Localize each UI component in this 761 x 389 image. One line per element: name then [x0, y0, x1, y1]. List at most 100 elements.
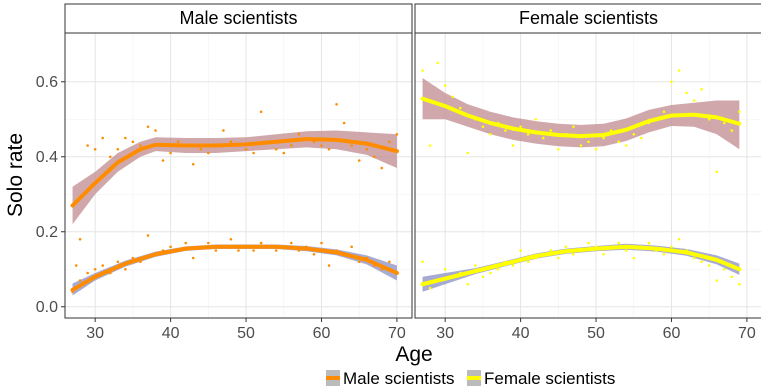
data-point — [237, 249, 240, 252]
data-point — [685, 91, 688, 95]
data-point — [169, 245, 172, 249]
data-point — [274, 249, 278, 252]
data-point — [290, 144, 293, 147]
data-point — [557, 256, 560, 260]
data-point — [78, 237, 82, 241]
data-point — [466, 282, 470, 286]
data-point — [139, 144, 142, 147]
series-lower — [420, 237, 742, 292]
data-point — [474, 264, 477, 267]
panel-strip — [64, 3, 413, 34]
data-point — [116, 147, 120, 151]
confidence-band — [422, 78, 740, 150]
x-tick-label: 50 — [237, 325, 255, 342]
data-point — [131, 256, 135, 260]
data-point — [207, 241, 210, 245]
confidence-band — [72, 244, 397, 296]
gridlines — [65, 33, 412, 318]
data-point — [458, 106, 462, 110]
data-point — [541, 136, 545, 140]
data-point — [738, 282, 741, 286]
panels: Male scientists 30 40 50 60 70 0.0 0.2 0.4 0.6 Fem… — [36, 3, 761, 342]
data-point — [587, 140, 590, 144]
x-tick-label: 40 — [162, 325, 180, 342]
data-point — [335, 102, 338, 106]
panel-female: Female scientists 30 40 50 60 70 — [414, 3, 761, 342]
data-point — [108, 155, 112, 159]
data-point — [93, 267, 97, 271]
y-tick-label: 0.6 — [36, 74, 58, 91]
series-upper — [70, 102, 399, 241]
data-point — [692, 256, 696, 260]
data-point — [451, 95, 455, 99]
data-point — [388, 140, 391, 144]
data-point — [594, 147, 598, 151]
smooth-line — [70, 137, 399, 208]
x-tick-label: 70 — [738, 325, 756, 342]
data-point — [428, 286, 432, 290]
data-point — [290, 241, 293, 245]
data-point — [534, 117, 537, 121]
data-point — [350, 245, 353, 249]
data-point — [222, 129, 225, 132]
data-point — [526, 260, 530, 264]
data-point — [274, 147, 278, 151]
data-point — [662, 110, 666, 114]
panel-background — [65, 33, 412, 318]
data-point — [572, 125, 575, 129]
panel-male: Male scientists 30 40 50 60 70 0.0 0.2 0.4 0.6 — [36, 3, 413, 342]
data-point — [350, 144, 353, 147]
data-point — [252, 249, 255, 252]
data-point — [428, 144, 432, 147]
data-point — [357, 159, 361, 162]
data-point — [526, 132, 530, 136]
data-point — [715, 279, 719, 282]
data-point — [632, 132, 636, 136]
data-point — [191, 256, 195, 260]
data-point — [443, 267, 447, 271]
data-point — [624, 249, 628, 252]
x-tick-label: 30 — [436, 325, 454, 342]
data-point — [722, 267, 726, 271]
data-point — [557, 147, 560, 151]
data-point — [154, 129, 157, 132]
data-point — [700, 87, 703, 91]
data-point — [722, 121, 726, 125]
data-point — [229, 237, 233, 241]
data-point — [519, 125, 522, 129]
data-point — [259, 110, 263, 114]
data-point — [511, 144, 515, 147]
x-tick-label: 60 — [663, 325, 681, 342]
data-point — [670, 245, 673, 249]
data-point — [421, 260, 424, 264]
data-point — [116, 260, 120, 264]
legend-label: Female scientists — [484, 369, 615, 388]
data-point — [466, 151, 470, 155]
x-axis: 30 40 50 60 70 — [86, 318, 406, 342]
data-point — [312, 252, 316, 256]
panel-title: Male scientists — [179, 8, 297, 28]
data-point — [161, 159, 165, 162]
y-axis: 0.0 0.2 0.4 0.6 — [36, 74, 65, 316]
data-point — [489, 132, 492, 136]
data-point — [572, 252, 575, 256]
data-point — [549, 249, 553, 252]
data-point — [86, 144, 89, 147]
data-point — [320, 144, 323, 147]
data-point — [617, 241, 620, 245]
x-tick-label: 60 — [313, 325, 331, 342]
data-point — [511, 264, 515, 267]
panel-border — [64, 32, 413, 319]
data-point — [421, 69, 424, 72]
legend-item: Female scientists — [467, 369, 615, 388]
data-point — [320, 241, 323, 245]
data-point — [504, 129, 507, 132]
data-point — [489, 271, 492, 275]
data-point — [124, 267, 127, 271]
data-point — [380, 166, 384, 170]
data-point — [388, 260, 391, 264]
data-point — [670, 80, 673, 84]
data-point — [496, 267, 500, 271]
data-point — [730, 275, 734, 279]
x-axis: 30 40 50 60 70 — [436, 318, 756, 342]
